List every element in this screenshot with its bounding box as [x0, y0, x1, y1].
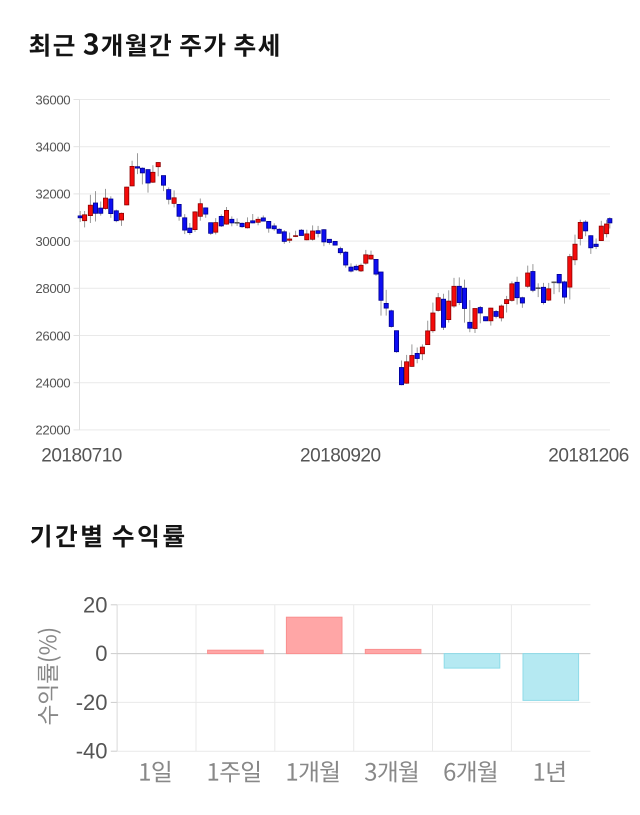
svg-text:-40: -40 [76, 739, 108, 764]
svg-text:-20: -20 [76, 690, 108, 715]
svg-text:36000: 36000 [35, 92, 70, 107]
svg-text:20180920: 20180920 [300, 446, 381, 467]
svg-text:30000: 30000 [35, 234, 70, 249]
svg-text:0: 0 [95, 641, 107, 666]
svg-text:20: 20 [83, 592, 107, 617]
svg-text:26000: 26000 [35, 328, 70, 343]
svg-text:22000: 22000 [35, 423, 70, 438]
svg-text:28000: 28000 [35, 281, 70, 296]
svg-text:20181206: 20181206 [548, 446, 629, 467]
svg-text:34000: 34000 [35, 140, 70, 155]
svg-text:32000: 32000 [35, 187, 70, 202]
svg-text:20180710: 20180710 [41, 446, 122, 467]
svg-text:24000: 24000 [35, 376, 70, 391]
